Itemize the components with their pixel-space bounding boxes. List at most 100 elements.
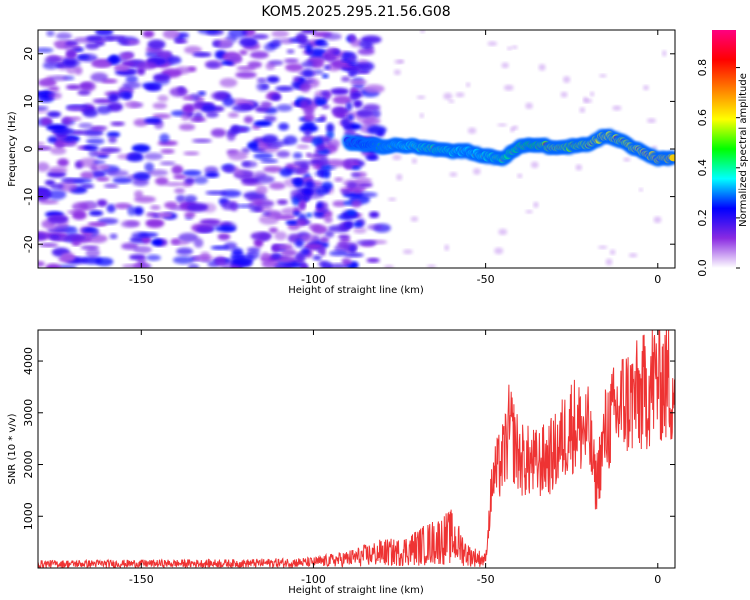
spectrogram-cell — [164, 182, 185, 187]
spectrogram-cell — [217, 233, 231, 241]
spectrogram-cell — [182, 95, 194, 101]
spectrogram-cell — [199, 251, 211, 260]
spectrogram-cell — [466, 82, 471, 88]
colorbar-label: Normalized spectral amplitude — [738, 73, 749, 227]
spectrogram-cell — [201, 104, 216, 112]
spectrogram-cell — [86, 35, 104, 42]
spectrogram-cell — [305, 180, 315, 189]
spectrogram-cell — [91, 60, 112, 68]
spectrogram-cell — [191, 138, 212, 143]
colorbar-ticks: 0.0 0.2 0.4 0.6 0.8 — [696, 59, 740, 277]
spectrogram-cell — [349, 244, 357, 254]
spectrogram-cell — [285, 63, 304, 72]
snr-x-ticks: -150 -100 -50 0 — [129, 330, 661, 586]
spectrogram-cell — [72, 178, 93, 184]
y-tick-label: 4000 — [22, 347, 35, 375]
spectrogram-cell — [182, 169, 202, 177]
spectrogram-cell — [322, 32, 342, 41]
spectrogram-cell — [227, 151, 248, 161]
spectrogram-cell — [164, 201, 178, 209]
spectrogram-cell — [192, 52, 212, 58]
spectrogram-cell — [77, 89, 91, 96]
spectrogram-cell — [250, 231, 273, 241]
spectrogram-cell — [193, 176, 209, 185]
spectrogram-cell — [345, 220, 354, 228]
x-tick-label: -50 — [477, 273, 495, 286]
spectrogram-cell — [114, 202, 132, 210]
spectrogram-cell — [346, 209, 356, 216]
spectrogram-cell — [63, 44, 81, 52]
spectrogram-cell — [278, 256, 295, 263]
spectrogram-cell — [276, 150, 291, 158]
spectrogram-cell — [388, 197, 397, 202]
spectrogram-cell — [172, 256, 194, 265]
colorbar-gradient — [712, 30, 736, 268]
spectrogram-cell — [473, 168, 481, 175]
spectrogram-cell — [131, 144, 151, 153]
spectrogram-cell — [249, 51, 269, 59]
spectrogram-cell — [291, 178, 302, 184]
spectrogram-cell — [579, 107, 586, 113]
spectrogram-cell — [110, 121, 125, 127]
spectrogram-cell — [239, 37, 258, 48]
spectrogram-cell — [174, 39, 188, 44]
chart-title: KOM5.2025.295.21.56.G08 — [261, 4, 450, 20]
spectrogram-cell — [263, 165, 284, 173]
spectrogram-cell — [169, 87, 189, 97]
spectrogram-cell — [210, 91, 228, 100]
spectrogram-cell — [298, 33, 308, 44]
spectrogram-cell — [150, 205, 161, 210]
spectrogram-cell — [487, 41, 498, 46]
spectrogram-cell — [366, 257, 380, 263]
spectrogram-cell — [294, 239, 304, 248]
spectrogram-cell — [332, 200, 346, 207]
spectrogram-cell — [109, 233, 118, 240]
spectrogram-cell — [76, 54, 90, 60]
spectrogram-cell — [38, 162, 50, 172]
spectrogram-cell — [228, 30, 248, 38]
spectrogram-cell — [643, 85, 649, 91]
spectrogram-cell — [210, 245, 230, 250]
spectrogram-cell — [353, 227, 367, 234]
spectrogram-cell — [274, 214, 296, 220]
y-tick-label: 2000 — [22, 451, 35, 479]
snr-ylabel: SNR (10 * v/v) — [7, 413, 18, 484]
spectrogram-cell — [410, 216, 419, 222]
spectrogram-cell — [46, 30, 55, 37]
spectrogram-cell — [251, 199, 264, 205]
spectrogram-cell — [247, 141, 260, 150]
spectrogram-cell — [274, 231, 287, 241]
x-tick-label: 0 — [654, 273, 661, 286]
y-tick-label: 0 — [22, 146, 35, 153]
spectrogram-cell — [293, 211, 301, 216]
spectrogram-cell — [512, 125, 519, 131]
spectrogram-cell — [249, 206, 263, 213]
spectrogram-cell — [331, 106, 350, 115]
spectrogram-cell — [392, 154, 402, 161]
spectrogram-cell — [359, 39, 373, 49]
spectrogram-cell — [241, 160, 258, 168]
spectrogram-cell — [49, 224, 68, 230]
spectrogram-cell — [297, 78, 315, 84]
spectrogram-cell — [525, 102, 533, 110]
spectrogram-cell — [443, 92, 453, 100]
spectrogram-cell — [279, 38, 294, 45]
spectrogram-cell — [271, 30, 290, 38]
spectrogram-cell — [106, 204, 116, 213]
spectrogram-cell — [199, 218, 221, 226]
spectrogram-cell — [221, 200, 235, 210]
spectrogram-cell — [251, 33, 269, 40]
spectrogram-cell — [133, 245, 152, 254]
spectrogram-cell — [92, 98, 115, 104]
spectrogram-cell — [90, 125, 108, 131]
spectrogram-cell — [106, 56, 121, 65]
spectrogram-cell — [302, 69, 314, 78]
spectrogram-xlabel: Height of straight line (km) — [288, 285, 424, 296]
spectrogram-cell — [239, 49, 248, 56]
spectrogram-cell — [351, 165, 361, 171]
spectrogram-cell — [95, 30, 114, 37]
spectrogram-cell — [295, 252, 306, 263]
spectrogram-cell — [187, 263, 200, 268]
spectrogram-cell — [178, 123, 196, 131]
